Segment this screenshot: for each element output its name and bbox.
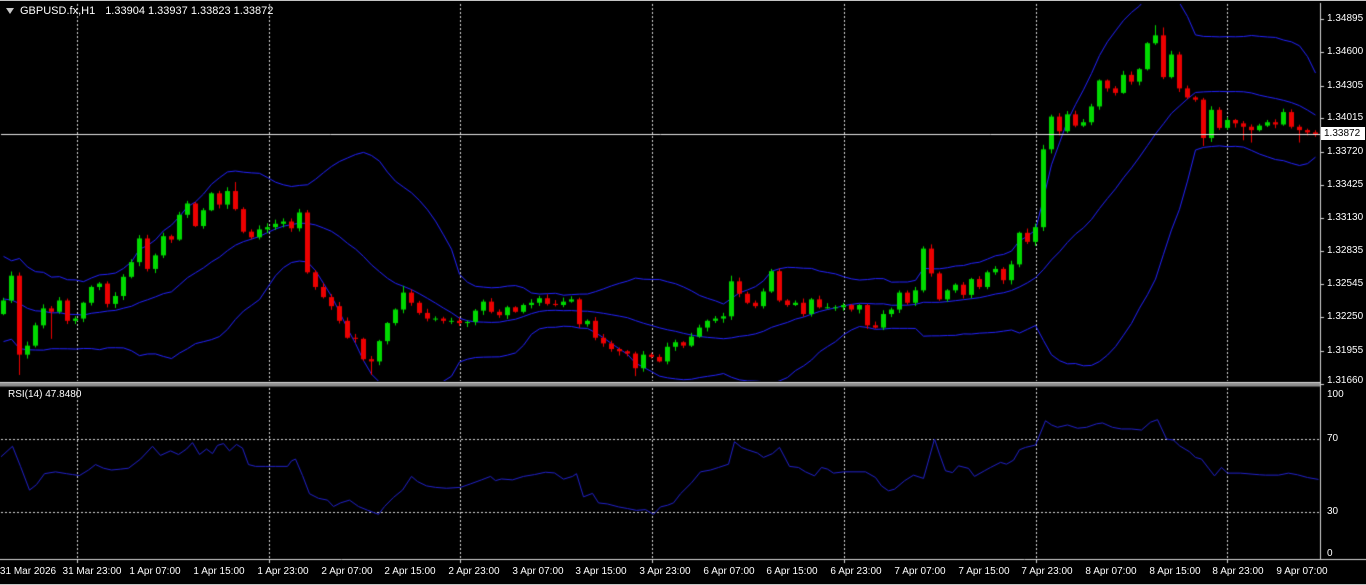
- price-axis-label: 1.34305: [1327, 79, 1364, 91]
- time-axis-label: 1 Apr 15:00: [193, 566, 245, 577]
- price-axis-label: 1.34015: [1327, 112, 1364, 124]
- time-axis-label: 2 Apr 15:00: [384, 566, 436, 577]
- price-axis-label: 1.33425: [1327, 178, 1364, 190]
- time-axis-label: 3 Apr 07:00: [512, 566, 564, 577]
- time-axis-label: 8 Apr 07:00: [1085, 566, 1137, 577]
- time-axis-label: 7 Apr 23:00: [1021, 566, 1073, 577]
- time-axis-label: 6 Apr 07:00: [703, 566, 755, 577]
- rsi-indicator-label: RSI(14) 47.8480: [8, 389, 82, 400]
- ohlc-values: 1.33904 1.33937 1.33823 1.33872: [105, 5, 274, 17]
- symbol-label: GBPUSD.fx,H1: [20, 5, 96, 17]
- time-axis-label: 3 Apr 23:00: [639, 566, 691, 577]
- price-axis-label: 1.33130: [1327, 212, 1364, 224]
- price-axis-label: 1.32250: [1327, 311, 1364, 323]
- price-axis-label: 1.34600: [1327, 46, 1364, 58]
- time-axis-label: 7 Apr 07:00: [894, 566, 946, 577]
- time-axis-label: 8 Apr 23:00: [1212, 566, 1264, 577]
- time-axis-label: 3 Apr 15:00: [575, 566, 627, 577]
- time-axis-label: 6 Apr 15:00: [766, 566, 818, 577]
- price-axis-label: 1.33720: [1327, 145, 1364, 157]
- price-axis-label: 1.31660: [1327, 375, 1364, 386]
- time-axis-label: 9 Apr 07:00: [1276, 566, 1328, 577]
- time-axis-label: 31 Mar 2026: [0, 566, 57, 577]
- time-axis-label: 8 Apr 15:00: [1149, 566, 1201, 577]
- time-axis-label: 7 Apr 15:00: [958, 566, 1010, 577]
- rsi-axis-label: 70: [1327, 433, 1339, 444]
- time-axis-label: 1 Apr 23:00: [257, 566, 309, 577]
- time-axis-label: 2 Apr 23:00: [448, 566, 500, 577]
- time-axis-label: 31 Mar 23:00: [62, 566, 122, 577]
- price-axis-label: 1.34895: [1327, 13, 1364, 24]
- time-axis-label: 1 Apr 07:00: [129, 566, 181, 577]
- symbol-dropdown-icon: [6, 8, 14, 14]
- rsi-axis-label: 100: [1327, 389, 1344, 400]
- price-axis-label: 1.32545: [1327, 278, 1364, 290]
- time-axis-label: 2 Apr 07:00: [321, 566, 373, 577]
- rsi-axis-label: 30: [1327, 506, 1339, 517]
- price-axis-label: 1.31955: [1327, 344, 1364, 356]
- time-axis-label: 6 Apr 23:00: [830, 566, 882, 577]
- current-price-badge: 1.33872: [1321, 127, 1365, 140]
- chart-title-bar: GBPUSD.fx,H1 1.33904 1.33937 1.33823 1.3…: [6, 5, 273, 17]
- price-axis-label: 1.32835: [1327, 245, 1364, 257]
- rsi-axis-label: 0: [1327, 548, 1333, 559]
